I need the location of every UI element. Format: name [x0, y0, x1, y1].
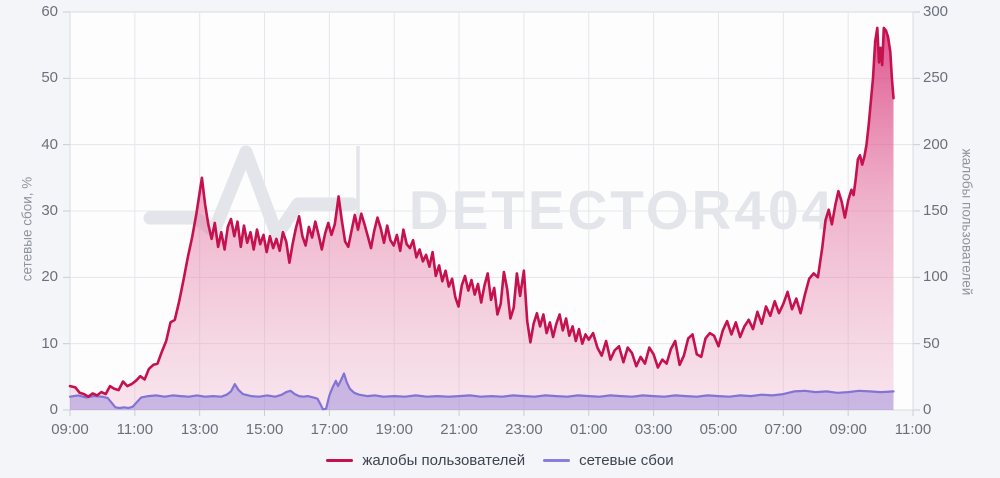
- y-axis-left-tick: 60: [41, 3, 58, 20]
- legend-label-failures: сетевые сбои: [579, 452, 674, 469]
- failures-line: [68, 372, 895, 411]
- y-axis-left-tick: 40: [41, 135, 58, 153]
- x-axis-tick: 01:00: [569, 421, 608, 438]
- y-axis-right-tick: 300: [923, 3, 949, 20]
- y-axis-right-tick: 250: [923, 69, 949, 87]
- watermark-brand-text: DETECTOR404: [409, 179, 835, 241]
- legend-dash-failures: [543, 458, 571, 463]
- y-axis-right-tick: 200: [923, 135, 949, 153]
- x-axis-tick: 03:00: [634, 421, 673, 438]
- y-axis-left-tick: 50: [41, 69, 58, 87]
- x-axis-tick: 11:00: [116, 421, 154, 438]
- x-axis-tick: 11:00: [894, 421, 932, 438]
- y-axis-left-tick: 10: [41, 334, 58, 352]
- legend-item-failures[interactable]: сетевые сбои: [543, 452, 674, 469]
- x-axis-tick: 15:00: [245, 421, 284, 438]
- y-axis-right-tick: 100: [923, 268, 949, 286]
- y-axis-left-tick: 0: [49, 401, 58, 418]
- chart-legend: жалобы пользователей сетевые сбои: [0, 452, 1000, 469]
- x-axis-tick: 07:00: [764, 421, 803, 438]
- x-axis-tick: 21:00: [440, 421, 478, 438]
- y-axis-right-tick: 150: [923, 202, 949, 219]
- legend-item-complaints[interactable]: жалобы пользователей: [326, 452, 525, 469]
- x-axis-tick: 13:00: [180, 421, 219, 438]
- x-axis-tick: 05:00: [699, 421, 738, 438]
- x-axis-tick: 23:00: [505, 421, 543, 438]
- right-axis-title: жалобы пользователей: [959, 148, 975, 296]
- y-axis-left-tick: 30: [41, 202, 58, 219]
- left-axis-title: сетевые сбои, %: [19, 176, 35, 282]
- y-axis-left-tick: 20: [41, 268, 58, 286]
- y-axis-right-tick: 50: [923, 334, 940, 352]
- x-axis-tick: 17:00: [310, 421, 349, 438]
- failures-area: [70, 373, 894, 410]
- legend-dash-complaints: [326, 458, 354, 463]
- x-axis-tick: 19:00: [375, 421, 413, 438]
- x-axis-tick: 09:00: [51, 421, 89, 438]
- legend-label-complaints: жалобы пользователей: [362, 452, 526, 469]
- y-axis-right-tick: 0: [923, 401, 932, 418]
- complaints-line: [68, 26, 895, 398]
- complaints-area: [70, 27, 894, 411]
- x-axis-tick: 09:00: [829, 421, 867, 438]
